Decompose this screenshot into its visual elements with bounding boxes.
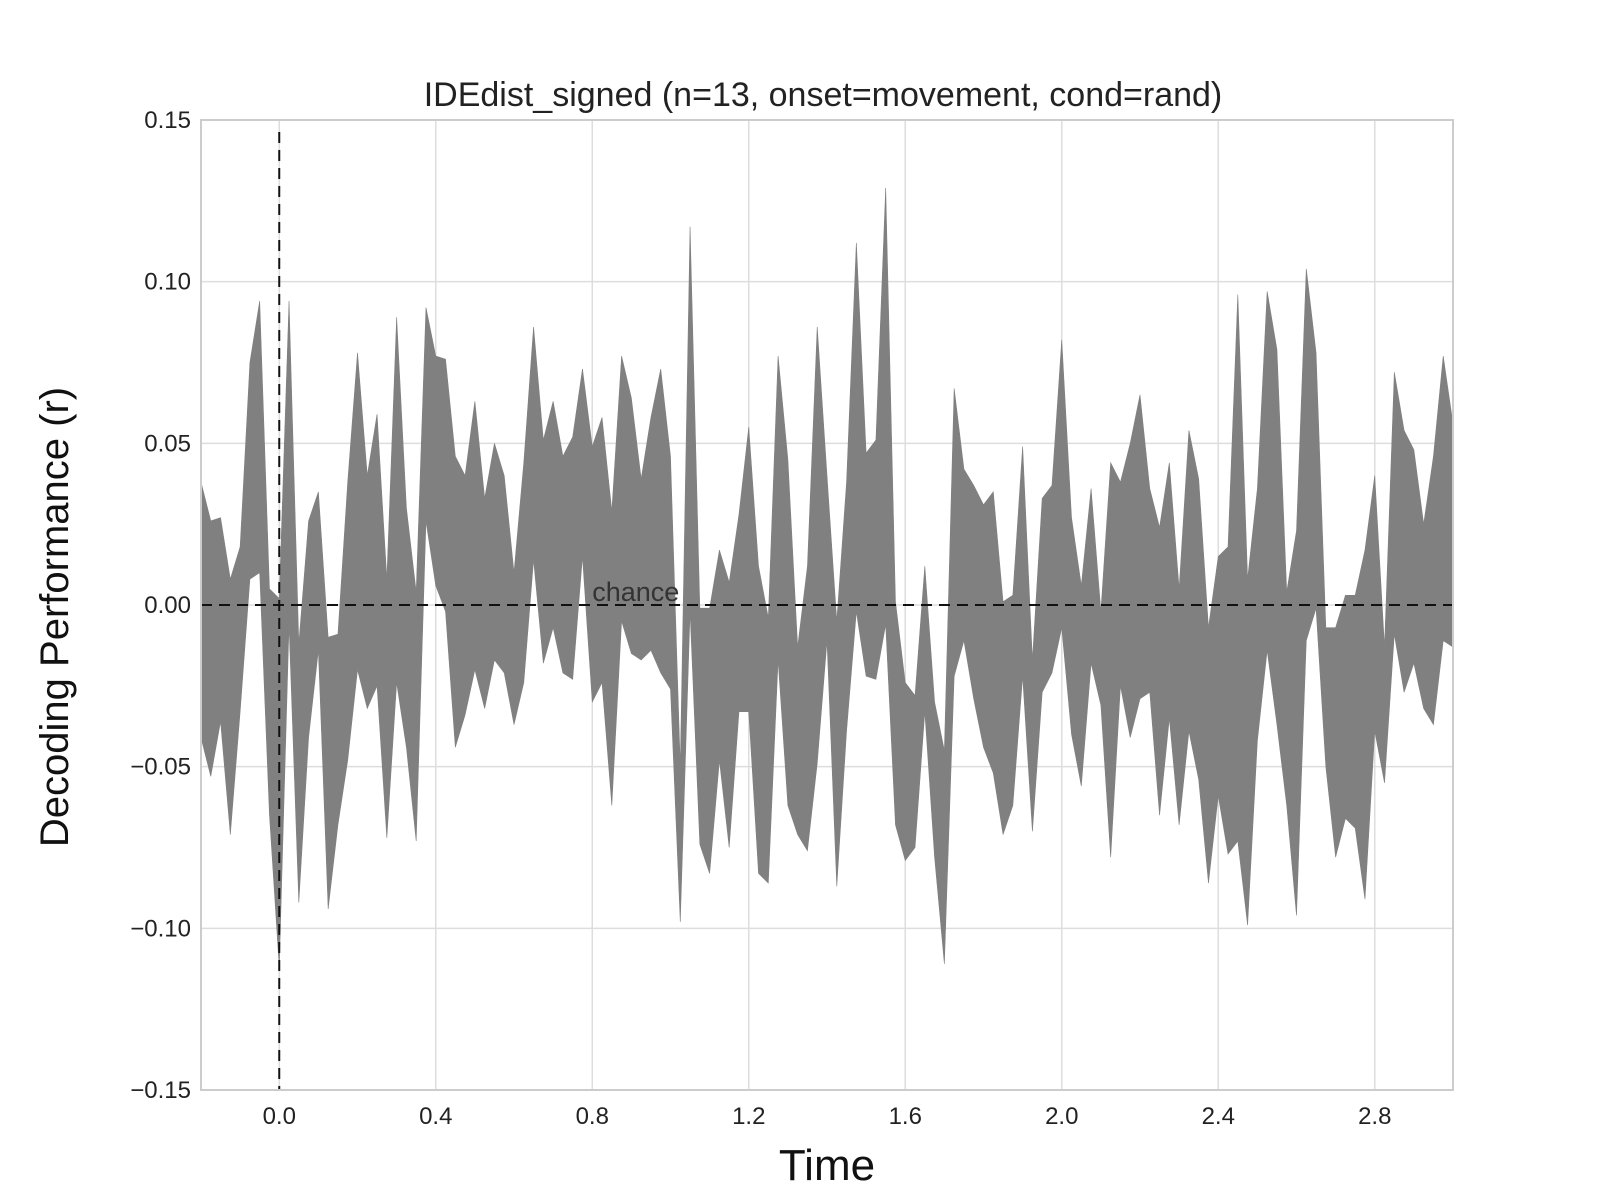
plot-frame <box>200 119 1454 1091</box>
x-tick-label: 0.4 <box>419 1103 452 1130</box>
y-tick-label: −0.15 <box>130 1077 191 1104</box>
chance-annotation: chance <box>592 577 679 607</box>
y-axis-title: Decoding Performance (r) <box>33 387 77 847</box>
chart-title: IDEdist_signed (n=13, onset=movement, co… <box>424 76 1223 114</box>
x-axis-title: Time <box>779 1141 875 1190</box>
x-tick-label: 2.4 <box>1202 1103 1235 1130</box>
reference-lines <box>201 132 1453 1090</box>
x-tick-labels: 0.0 0.4 0.8 1.2 1.6 2.0 2.4 2.8 <box>263 1103 1392 1130</box>
x-tick-label: 0.0 <box>263 1103 296 1130</box>
y-tick-labels: −0.15 −0.10 −0.05 0.00 0.05 0.10 0.15 <box>130 107 191 1104</box>
y-tick-label: 0.15 <box>144 107 191 134</box>
y-tick-label: 0.00 <box>144 592 191 619</box>
x-tick-label: 1.6 <box>889 1103 922 1130</box>
x-tick-label: 2.0 <box>1045 1103 1078 1130</box>
y-tick-label: −0.10 <box>130 915 191 942</box>
y-tick-label: 0.05 <box>144 430 191 457</box>
x-tick-label: 2.8 <box>1358 1103 1391 1130</box>
y-tick-label: 0.10 <box>144 269 191 296</box>
x-tick-label: 1.2 <box>732 1103 765 1130</box>
y-tick-label: −0.05 <box>130 754 191 781</box>
x-tick-label: 0.8 <box>576 1103 609 1130</box>
